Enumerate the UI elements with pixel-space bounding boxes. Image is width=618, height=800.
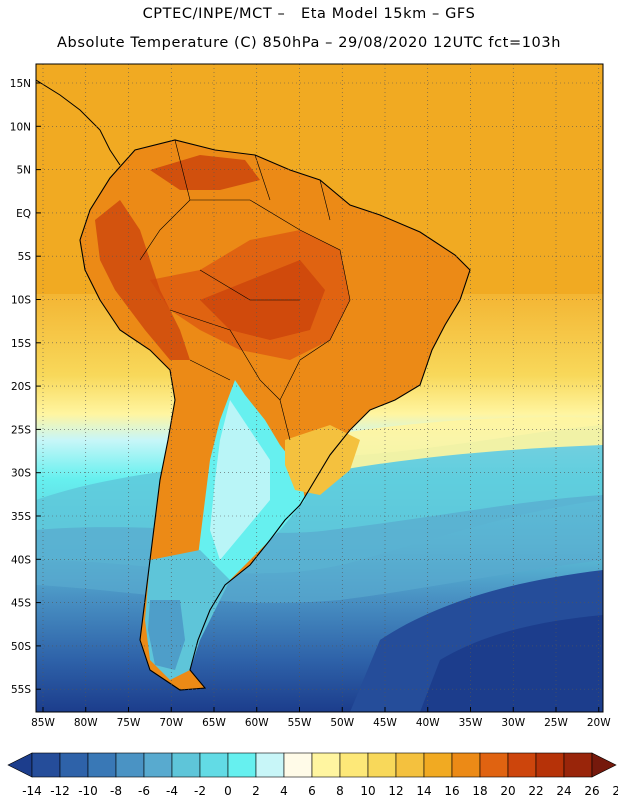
colorbar-label: 14 [416,784,431,798]
colorbar-segment [115,752,145,778]
lon-tick-label: 60W [245,717,269,729]
colorbar-label: 2 [252,784,260,798]
colorbar-segment [227,752,257,778]
colorbar-label: 26 [584,784,599,798]
lon-tick-label: 25W [544,717,568,729]
colorbar: -14 -12 -10 -8 -6 -4 -2 0 2 4 6 8 10 12 14 16 18 20 22 24 26… [7,752,618,798]
lat-tick-label: 10N [10,121,31,133]
colorbar-label: 22 [528,784,543,798]
colorbar-label: -6 [138,784,150,798]
colorbar-segment [87,752,117,778]
temperature-field [36,64,603,712]
colorbar-segment [311,752,341,778]
lat-tick-label: 10S [11,295,31,307]
lat-tick-label: 25S [11,424,31,436]
colorbar-label: 0 [224,784,232,798]
colorbar-label: -14 [22,784,42,798]
colorbar-segment [535,752,565,778]
lat-lon-grid [36,64,603,712]
colorbar-segment [143,752,173,778]
colorbar-segment [395,752,425,778]
colorbar-segment [59,752,89,778]
colorbar-label: 24 [556,784,571,798]
colorbar-segment [507,752,537,778]
lon-tick-label: 40W [416,717,440,729]
lat-tick-label: 5N [16,165,31,177]
lon-tick-label: 70W [159,717,183,729]
lon-tick-label: 50W [330,717,354,729]
colorbar-segment [479,752,509,778]
colorbar-segment [171,752,201,778]
colorbar-label: 8 [336,784,344,798]
map-frame [35,63,604,713]
map-title-line2: Absolute Temperature (C) 850hPa – 29/08/… [57,35,561,51]
lon-tick-label: 55W [288,717,312,729]
colorbar-segment [423,752,453,778]
lat-tick-label: EQ [16,208,31,220]
lon-tick-label: 45W [373,717,397,729]
lon-tick-label: 80W [74,717,98,729]
longitude-ticks: 85W 80W 75W 70W 65W 60W 55W 50W 45W 40W 35W 30W 25W 2… [31,707,611,729]
colorbar-label: 10 [360,784,375,798]
colorbar-segment [451,752,481,778]
colorbar-segment [31,752,61,778]
lon-tick-label: 85W [31,717,55,729]
colorbar-label: 12 [388,784,403,798]
lat-tick-label: 40S [11,554,31,566]
colorbar-label: -12 [50,784,70,798]
lon-tick-label: 20W [587,717,611,729]
colorbar-segment [283,752,313,778]
colorbar-label: 28 [612,784,618,798]
lon-tick-label: 35W [459,717,483,729]
colorbar-label: 6 [308,784,316,798]
lat-tick-label: 35S [11,511,31,523]
lon-tick-label: 75W [117,717,141,729]
lon-tick-label: 30W [501,717,525,729]
colorbar-label: 18 [472,784,487,798]
lat-tick-label: 30S [11,468,31,480]
colorbar-label: -4 [166,784,178,798]
colorbar-label: -8 [110,784,122,798]
map-title-line1: CPTEC/INPE/MCT – Eta Model 15km – GFS [142,6,476,22]
colorbar-label: 16 [444,784,459,798]
colorbar-segment [367,752,397,778]
colorbar-segment [199,752,229,778]
colorbar-label: -2 [194,784,206,798]
lat-tick-label: 55S [11,684,31,696]
colorbar-segment [563,752,593,778]
colorbar-segment [339,752,369,778]
colorbar-label: -10 [78,784,98,798]
colorbar-label: 20 [500,784,515,798]
colorbar-left-arrow [7,752,33,778]
colorbar-label: 4 [280,784,288,798]
colorbar-right-arrow [591,752,617,778]
lat-tick-label: 5S [18,251,32,263]
lon-tick-label: 65W [202,717,226,729]
lat-tick-label: 15S [11,338,31,350]
lat-tick-label: 15N [10,78,31,90]
lat-tick-label: 20S [11,381,31,393]
latitude-ticks: 15N 10N 5N EQ 5S 10S 15S 20S 25S 30S 35S 40S 45S 50S 5… [10,78,41,696]
lat-tick-label: 45S [11,598,31,610]
lat-tick-label: 50S [11,641,31,653]
colorbar-segment [255,752,285,778]
